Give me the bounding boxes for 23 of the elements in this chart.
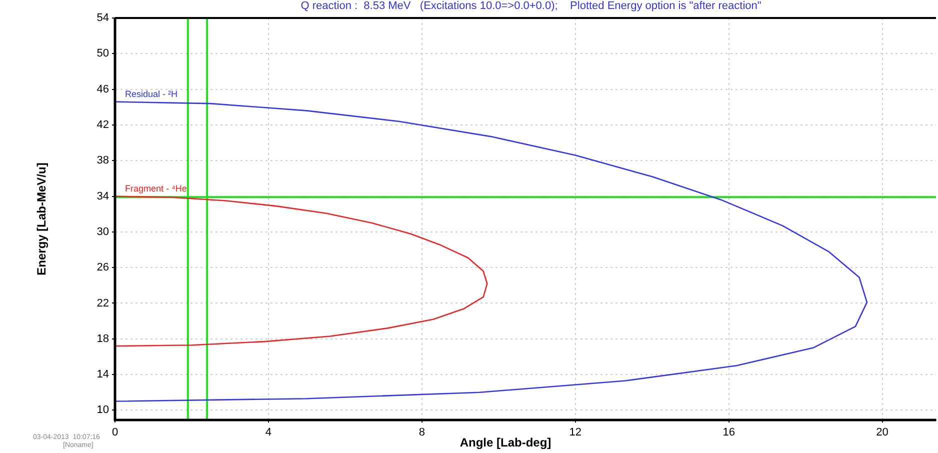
- x-tick-label: 0: [112, 426, 118, 439]
- y-tick-label: 18: [96, 332, 109, 345]
- y-tick-label: 50: [96, 48, 109, 60]
- x-tick-label: 16: [722, 426, 735, 439]
- y-tick-label: 46: [96, 83, 109, 96]
- y-tick-label: 34: [96, 190, 109, 202]
- series-label: Residual - ²H: [125, 88, 178, 99]
- y-tick-label: 14: [96, 368, 109, 381]
- y-tick-label: 10: [96, 404, 109, 416]
- y-tick-label: 38: [96, 154, 109, 167]
- y-axis-title: Energy [Lab-MeV/u]: [34, 162, 48, 276]
- y-tick-label: 42: [96, 118, 109, 131]
- x-tick-label: 8: [418, 426, 425, 439]
- x-tick-label: 4: [265, 426, 272, 439]
- x-tick-label: 12: [569, 426, 582, 439]
- series-label: Fragment - ⁴He: [125, 183, 187, 194]
- chart-title: Q reaction : 8.53 MeV (Excitations 10.0=>0.0+0.0); Plotted Energy option is "after reaction": [300, 0, 762, 12]
- x-tick-label: 20: [876, 426, 888, 439]
- y-tick-label: 22: [96, 297, 109, 310]
- y-tick-label: 54: [96, 12, 109, 24]
- y-tick-label: 30: [96, 226, 109, 238]
- x-axis-title: Angle [Lab-deg]: [460, 435, 552, 450]
- y-tick-label: 26: [96, 262, 109, 274]
